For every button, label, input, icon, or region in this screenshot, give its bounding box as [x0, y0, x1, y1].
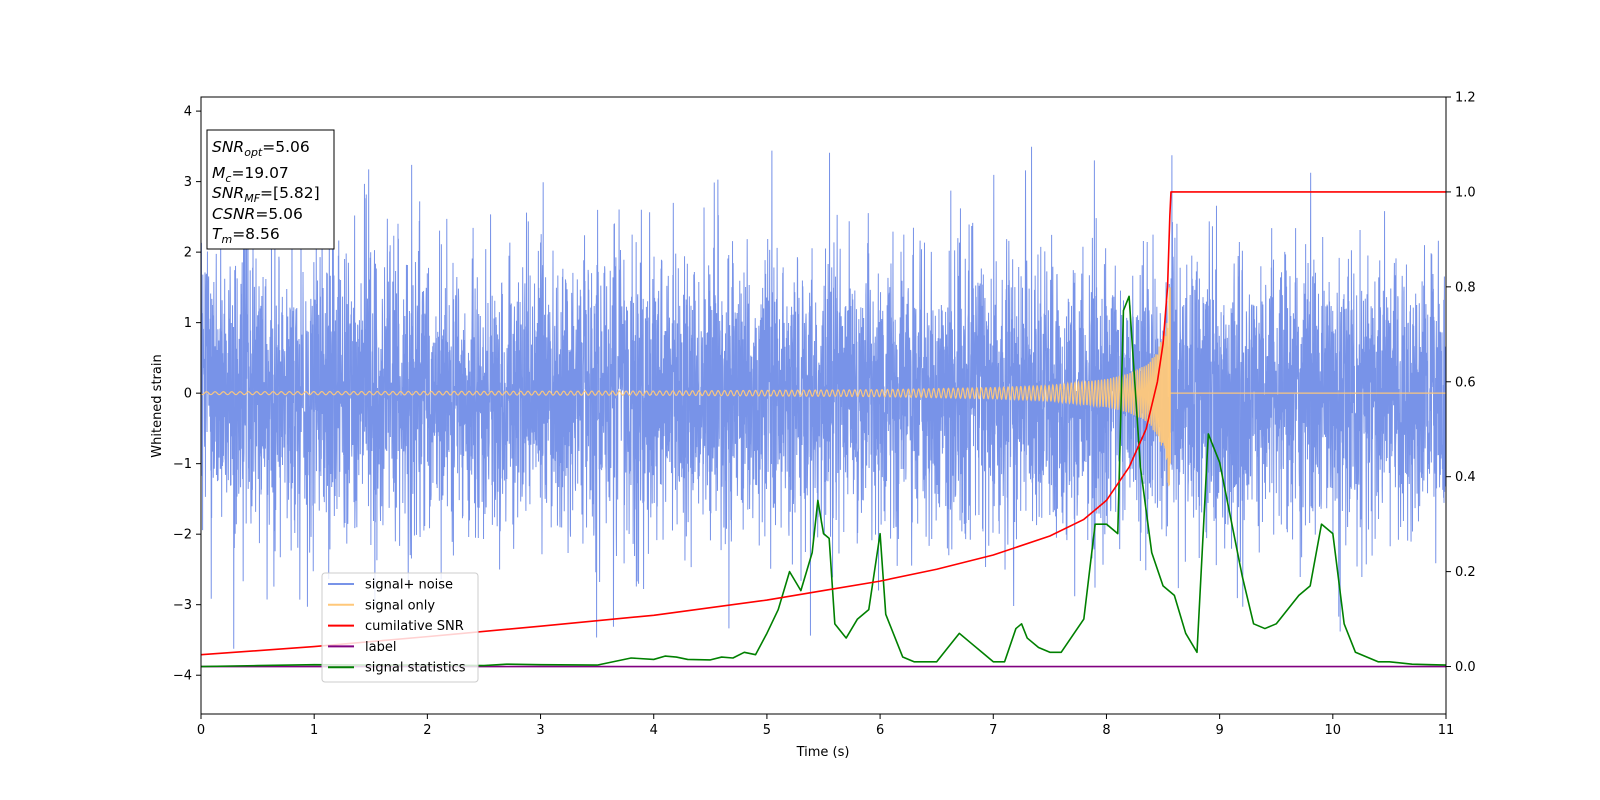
annotation-tm: Tm=8.56: [212, 225, 280, 246]
legend-label: signal only: [365, 598, 435, 613]
y-tick-label: 3: [184, 175, 192, 190]
y2-tick-label: 0.2: [1455, 565, 1476, 580]
y2-tick-label: 0.4: [1455, 470, 1476, 485]
y-axis-left: 4 3 2 1 0 −1 −2 −3 −4: [173, 105, 201, 684]
y-tick-label: −1: [173, 457, 192, 472]
x-tick-label: 5: [763, 723, 771, 738]
y-axis-label: Whitened strain: [150, 354, 165, 457]
x-tick-label: 10: [1325, 723, 1342, 738]
legend: signal+ noise signal only cumilative SNR la…: [321, 572, 479, 683]
y-tick-label: 4: [184, 105, 192, 120]
x-tick-label: 4: [650, 723, 658, 738]
x-tick-label: 2: [423, 723, 431, 738]
x-tick-label: 1: [310, 723, 318, 738]
axes-frame: [200, 96, 1447, 715]
annotation-csnr: CSNR=5.06: [212, 205, 303, 223]
y-tick-label: 1: [184, 316, 192, 331]
annotation-frame: [206, 129, 335, 250]
annotation-snr-mf: SNRMF=[5.82]: [212, 184, 320, 205]
annotation-mc: Mc=19.07: [212, 164, 289, 185]
x-axis-label: Time (s): [796, 745, 850, 760]
legend-label: cumilative SNR: [365, 619, 464, 634]
series-signal-statistics-line: [201, 295, 1446, 668]
legend-label: label: [365, 640, 396, 655]
series-signal-noise-line: [201, 146, 1446, 649]
y2-tick-label: 0.8: [1455, 280, 1476, 295]
y-tick-label: −4: [173, 669, 192, 684]
x-tick-label: 7: [989, 723, 997, 738]
y-axis-right: 1.2 1.0 0.8 0.6 0.4 0.2 0.0: [1446, 91, 1476, 675]
y-tick-label: −2: [173, 528, 192, 543]
y-tick-label: 0: [184, 387, 192, 402]
x-tick-label: 11: [1438, 723, 1455, 738]
series-signal-only-line: [201, 289, 1446, 487]
y2-tick-label: 1.2: [1455, 91, 1476, 106]
legend-frame: [321, 572, 479, 683]
x-tick-label: 6: [876, 723, 884, 738]
y-tick-label: −3: [173, 598, 192, 613]
y-tick-label: 2: [184, 246, 192, 261]
annotation-snr-opt: SNRopt=5.06: [212, 138, 310, 159]
annotation-box: SNRopt=5.06 Mc=19.07 SNRMF=[5.82] CSNR=5…: [206, 129, 335, 250]
y2-tick-label: 1.0: [1455, 185, 1476, 200]
y2-tick-label: 0.0: [1455, 660, 1476, 675]
legend-label: signal statistics: [365, 661, 466, 676]
series-cumulative-snr-line: [201, 191, 1446, 656]
legend-label: signal+ noise: [365, 578, 453, 593]
x-tick-label: 9: [1215, 723, 1223, 738]
y2-tick-label: 0.6: [1455, 375, 1476, 390]
x-axis: 0 1 2 3 4 5 6 7 8 9 10 11: [197, 714, 1454, 738]
x-tick-label: 0: [197, 723, 205, 738]
x-tick-label: 8: [1102, 723, 1110, 738]
x-tick-label: 3: [536, 723, 544, 738]
